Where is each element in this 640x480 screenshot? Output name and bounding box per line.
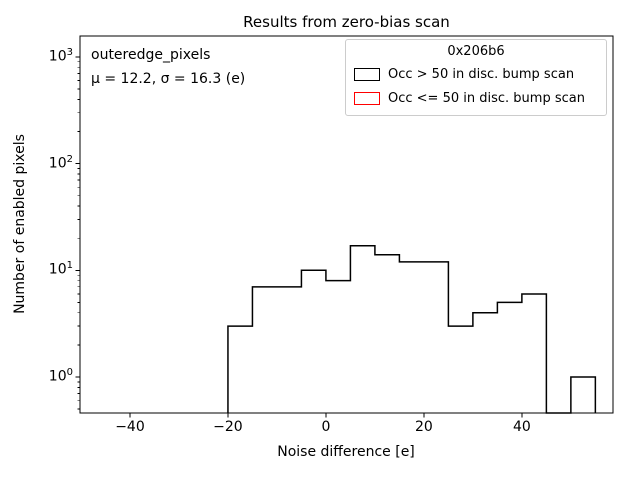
legend-swatch-icon xyxy=(354,67,380,81)
legend-title: 0x206b6 xyxy=(447,44,505,59)
x-tick-label: −40 xyxy=(115,419,145,435)
chart-title: Results from zero-bias scan xyxy=(243,13,450,31)
y-tick-label: 102 xyxy=(48,153,73,172)
axes-frame xyxy=(79,35,614,414)
y-tick-label: 103 xyxy=(48,46,73,65)
y-tick-label: 101 xyxy=(48,260,73,278)
legend-swatch-icon xyxy=(354,91,380,105)
annotation-stats: μ = 12.2, σ = 16.3 (e) xyxy=(91,71,246,87)
annotation-dataset-label: outeredge_pixels xyxy=(91,47,211,63)
x-tick-label: −20 xyxy=(213,419,243,435)
legend: 0x206b6 Occ > 50 in disc. bump scan Occ <… xyxy=(345,39,607,116)
x-tick-label: 40 xyxy=(512,419,531,435)
y-tick-label: 100 xyxy=(48,367,73,385)
legend-entry-0: Occ > 50 in disc. bump scan xyxy=(354,62,598,86)
x-axis-label: Noise difference [e] xyxy=(277,444,415,460)
x-tick-label: 20 xyxy=(414,419,433,435)
legend-entry-1: Occ <= 50 in disc. bump scan xyxy=(354,86,598,110)
histogram-step-series-0 xyxy=(227,244,597,414)
x-tick-label: 0 xyxy=(321,419,331,435)
legend-entry-label: Occ <= 50 in disc. bump scan xyxy=(388,90,585,106)
legend-entry-label: Occ > 50 in disc. bump scan xyxy=(388,66,575,82)
